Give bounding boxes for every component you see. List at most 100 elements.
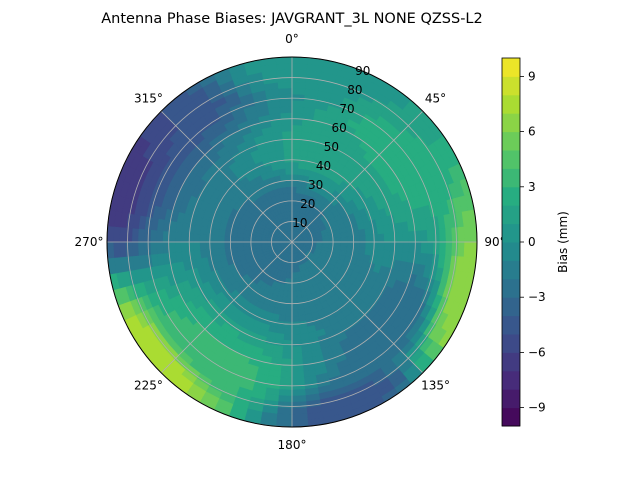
heat-cell	[291, 272, 296, 280]
heat-cell	[439, 241, 447, 256]
heat-cell	[275, 57, 293, 65]
heat-cell	[199, 241, 207, 251]
heat-cell	[291, 143, 301, 151]
heat-cell	[279, 370, 293, 378]
colorbar-segment	[502, 407, 520, 427]
heat-cell	[107, 241, 115, 259]
heat-cell	[291, 290, 298, 298]
heat-cell	[291, 57, 309, 65]
heat-cell	[408, 241, 416, 254]
radial-tick-label: 40	[316, 159, 331, 173]
heat-cell	[291, 413, 308, 422]
heat-cell	[284, 321, 293, 329]
heatmap-field	[107, 57, 477, 427]
heat-cell	[297, 308, 306, 317]
heat-cell	[230, 241, 238, 248]
heat-cell	[291, 352, 303, 360]
heat-cell	[383, 241, 391, 251]
heat-cell	[340, 232, 348, 239]
heat-cell	[291, 339, 302, 348]
colorbar-segment	[502, 168, 520, 188]
heat-cell	[217, 235, 225, 243]
heat-cell	[149, 229, 158, 243]
heat-cell	[291, 358, 304, 366]
heat-cell	[277, 75, 293, 83]
heat-cell	[291, 346, 303, 354]
heat-cell	[278, 167, 287, 176]
theta-tick-label: 45°	[425, 91, 446, 105]
colorbar-tick-label: 9	[528, 69, 536, 83]
heat-cell	[186, 232, 195, 243]
radial-tick-label: 70	[339, 102, 354, 116]
heat-cell	[291, 81, 307, 89]
heat-cell	[279, 376, 293, 385]
heat-cell	[291, 75, 307, 83]
colorbar-tick-label: 6	[528, 125, 536, 139]
heat-cell	[230, 236, 238, 243]
heat-cell	[284, 155, 293, 163]
heat-cell	[125, 227, 133, 243]
heat-cell	[291, 136, 302, 145]
heat-cell	[346, 236, 354, 243]
heat-cell	[377, 233, 385, 243]
heat-cell	[383, 233, 391, 243]
heat-cell	[125, 241, 133, 257]
heat-cell	[291, 106, 305, 114]
heat-cell	[281, 130, 293, 138]
heat-cell	[291, 321, 300, 329]
theta-grid-line	[291, 241, 424, 374]
heat-cell	[223, 241, 231, 249]
heat-cell	[291, 364, 304, 372]
heat-cell	[291, 87, 306, 95]
heat-cell	[451, 227, 459, 243]
heat-cell	[149, 241, 158, 255]
heat-cell	[193, 241, 201, 251]
colorbar-tick-label: 3	[528, 180, 536, 194]
heat-cell	[346, 230, 354, 238]
heat-cell	[469, 241, 477, 259]
colorbar-tick-label: −9	[528, 401, 546, 415]
radial-tick-label: 90	[355, 64, 370, 78]
heat-cell	[328, 237, 336, 243]
heat-cell	[168, 241, 176, 254]
heat-cell	[371, 241, 379, 250]
heat-cell	[352, 229, 360, 237]
heat-cell	[291, 333, 301, 341]
heat-cell	[112, 241, 121, 258]
heat-cell	[285, 309, 293, 317]
theta-tick-label: 180°	[278, 438, 307, 452]
heat-cell	[236, 241, 244, 248]
heat-cell	[119, 226, 127, 243]
heat-cell	[143, 228, 152, 243]
heat-cell	[180, 231, 188, 243]
heat-cell	[137, 241, 145, 256]
heat-cell	[278, 382, 293, 391]
heat-cell	[291, 118, 304, 126]
heat-cell	[277, 81, 293, 89]
heat-cell	[283, 149, 293, 157]
heat-cell	[353, 241, 361, 249]
heat-cell	[277, 395, 293, 403]
theta-grid-line	[160, 110, 293, 243]
chart-title: Antenna Phase Biases: JAVGRANT_3L NONE Q…	[101, 11, 483, 27]
heat-cell	[119, 241, 127, 258]
heat-cell	[346, 241, 354, 248]
heat-cell	[414, 241, 422, 254]
colorbar-segment	[502, 334, 520, 353]
heat-cell	[211, 234, 219, 243]
colorbar-segment	[502, 150, 520, 169]
heat-cell	[287, 198, 293, 206]
heat-cell	[396, 241, 404, 253]
radial-tick-label: 50	[324, 140, 339, 154]
heat-cell	[291, 296, 298, 304]
heat-cell	[389, 241, 398, 252]
polar-grid	[106, 56, 478, 428]
heat-cell	[353, 235, 361, 243]
heat-cell	[280, 358, 293, 366]
heat-cell	[334, 237, 342, 243]
heat-cell	[131, 227, 139, 243]
theta-tick-label: 0°	[285, 32, 299, 46]
colorbar-segment	[502, 260, 520, 280]
heat-cell	[279, 174, 287, 182]
heat-cell	[281, 346, 293, 354]
